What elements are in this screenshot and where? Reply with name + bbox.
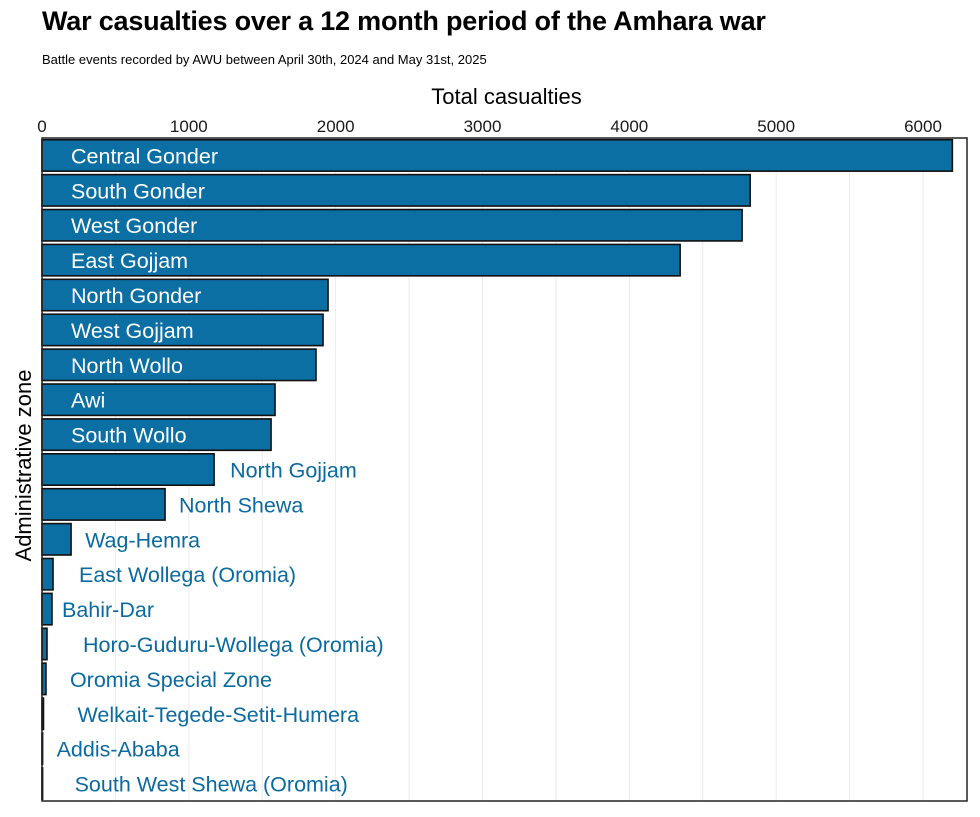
bar-label: North Gonder [71,284,201,308]
y-axis-title: Administrative zone [11,370,36,562]
bar [41,452,215,487]
bar-label: North Wollo [71,354,183,378]
bar [41,383,276,417]
bar-label: Bahir-Dar [62,598,154,622]
x-tick-label: 3000 [464,117,502,136]
bar [41,173,751,207]
bar-label: West Gonder [71,214,197,238]
bar [41,208,743,242]
bar [41,313,324,347]
bar [41,487,166,521]
bar-label: Oromia Special Zone [70,668,272,692]
bar-label: Welkait-Tegede-Setit-Humera [77,703,359,727]
bar [41,418,272,452]
x-tick-label: 1000 [170,117,208,136]
bar [41,557,54,591]
plot-panel-border [41,137,968,802]
bar-label: Horo-Guduru-Wollega (Oromia) [83,633,384,657]
bar [41,592,53,626]
bar-label: East Wollega (Oromia) [79,563,296,587]
bar [41,348,317,382]
bar [41,243,681,277]
bar-label: West Gojjam [71,319,194,343]
x-tick-label: 6000 [904,117,942,136]
bar-labels: Central Gonder South Gonder West Gonder Eas… [57,144,384,796]
chart-title: War casualties over a 12 month period of… [42,6,766,36]
x-tick-label: 4000 [610,117,648,136]
x-tick-label: 5000 [757,117,795,136]
x-axis-title: Total casualties [431,84,581,109]
chart-subtitle: Battle events recorded by AWU between Ap… [42,52,487,67]
bars [41,138,954,801]
x-tick-label: 0 [37,117,46,136]
bar [41,522,72,556]
bar [41,278,329,312]
bar-label: Central Gonder [71,144,218,168]
bar-label: Addis-Ababa [57,738,180,762]
bar-label: South West Shewa (Oromia) [75,773,348,797]
x-tick-label: 2000 [317,117,355,136]
bar-label: East Gojjam [71,249,188,273]
x-axis-ticks: 0 1000 2000 3000 4000 5000 6000 [37,117,942,136]
bar-label: South Gonder [71,179,205,203]
bar-label: Awi [71,389,105,413]
bar-label: Wag-Hemra [85,528,200,552]
bar-label: North Shewa [179,493,303,517]
bar-label: North Gojjam [230,459,357,483]
bar [41,138,954,172]
bar-label: South Wollo [71,424,187,448]
